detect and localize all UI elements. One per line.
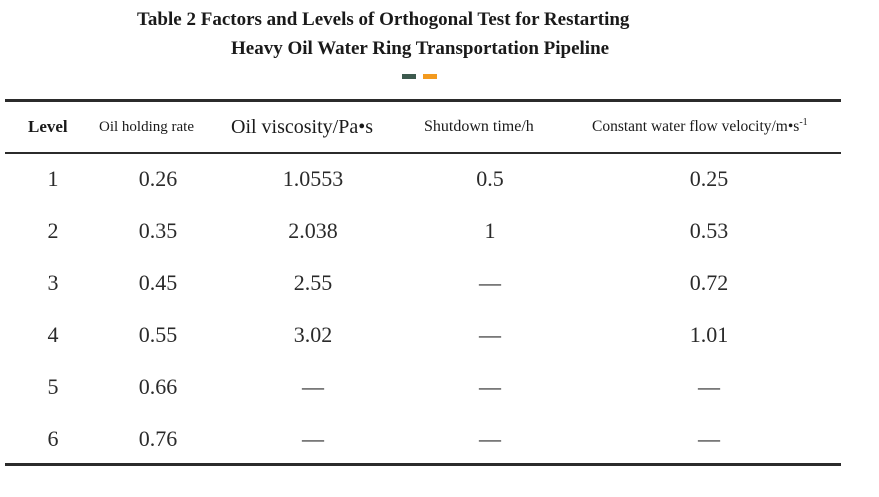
cell-oil-holding-rate: 0.66 (138, 374, 178, 399)
cell-level: 4 (47, 322, 59, 347)
cell-oil-holding-rate: 0.26 (138, 166, 178, 191)
table-title-line-2: Heavy Oil Water Ring Transportation Pipe… (231, 38, 610, 59)
cell-water-flow-velocity: 0.25 (689, 166, 729, 191)
header-water-flow-velocity-exponent: -1 (799, 117, 808, 128)
header-oil-holding-rate: Oil holding rate (99, 119, 194, 135)
cell-oil-viscosity: 2.038 (288, 218, 338, 243)
cell-oil-viscosity: — (302, 426, 324, 451)
cell-oil-viscosity: 2.55 (293, 270, 333, 295)
table-row: 3 0.45 2.55 — 0.72 (0, 263, 879, 303)
cell-level: 5 (47, 374, 59, 399)
accent-bar-orange (423, 74, 437, 79)
cell-water-flow-velocity: — (698, 374, 720, 399)
header-shutdown-time: Shutdown time/h (424, 118, 534, 135)
accent-bar-dark (402, 74, 416, 79)
cell-oil-holding-rate: 0.35 (138, 218, 178, 243)
table-row: 4 0.55 3.02 — 1.01 (0, 315, 879, 355)
cell-level: 3 (47, 270, 59, 295)
table-bottom-rule (5, 463, 841, 466)
cell-level: 6 (47, 426, 59, 451)
cell-level: 2 (47, 218, 59, 243)
table-row: 1 0.26 1.0553 0.5 0.25 (0, 159, 879, 199)
cell-oil-viscosity: — (302, 374, 324, 399)
cell-shutdown-time: — (479, 426, 501, 451)
table-row: 5 0.66 — — — (0, 367, 879, 407)
cell-oil-viscosity: 3.02 (293, 322, 333, 347)
table-row: 6 0.76 — — — (0, 419, 879, 459)
cell-shutdown-time: 0.5 (476, 166, 504, 191)
cell-shutdown-time: 1 (484, 218, 496, 243)
table-row: 2 0.35 2.038 1 0.53 (0, 211, 879, 251)
header-level: Level (28, 117, 68, 136)
cell-level: 1 (47, 166, 59, 191)
cell-oil-holding-rate: 0.45 (138, 270, 178, 295)
header-oil-viscosity: Oil viscosity/Pa•s (231, 116, 374, 138)
cell-oil-viscosity: 1.0553 (282, 166, 344, 191)
cell-water-flow-velocity: 0.53 (689, 218, 729, 243)
cell-shutdown-time: — (479, 322, 501, 347)
cell-water-flow-velocity: — (698, 426, 720, 451)
cell-oil-holding-rate: 0.55 (138, 322, 178, 347)
table-title-line-1: Table 2 Factors and Levels of Orthogonal… (137, 9, 630, 30)
cell-shutdown-time: — (479, 270, 501, 295)
cell-water-flow-velocity: 1.01 (689, 322, 729, 347)
cell-water-flow-velocity: 0.72 (689, 270, 729, 295)
header-water-flow-velocity-text: Constant water flow velocity/m•s (592, 118, 800, 135)
table-top-rule (5, 99, 841, 102)
header-water-flow-velocity: Constant water flow velocity/m•s-1 (592, 112, 808, 142)
cell-oil-holding-rate: 0.76 (138, 426, 178, 451)
table-header-rule (5, 152, 841, 154)
cell-shutdown-time: — (479, 374, 501, 399)
